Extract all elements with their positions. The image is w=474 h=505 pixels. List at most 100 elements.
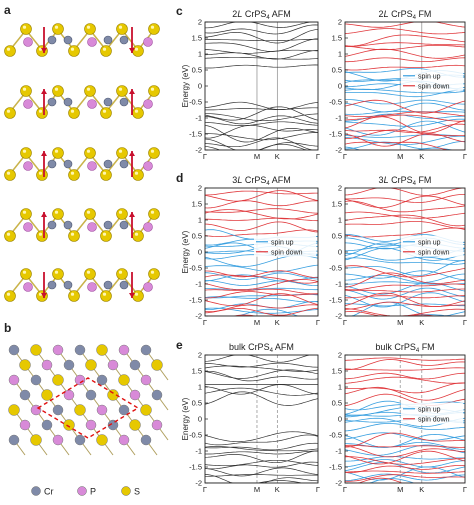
y-tick-label: 1: [338, 383, 342, 392]
y-tick-label: 0.5: [332, 66, 342, 75]
spin-arrow-head: [129, 89, 135, 94]
band-line: [205, 38, 318, 52]
sulfur-atom: [36, 45, 48, 57]
sulfur-atom: [20, 23, 32, 35]
sulfur-atom: [132, 290, 144, 302]
atom-highlight: [86, 87, 91, 91]
sulfur-atom: [20, 85, 32, 97]
band-line-spin-down: [205, 270, 318, 278]
atom-highlight: [134, 232, 139, 236]
y-tick-label: 0.5: [332, 399, 342, 408]
legend-label: spin down: [271, 249, 303, 256]
chromium-atom: [119, 97, 129, 107]
chromium-atom: [47, 97, 57, 107]
y-tick-label: 0: [198, 82, 202, 91]
band-line-spin-down: [205, 304, 318, 313]
band-line: [205, 450, 318, 464]
sulfur-atom: [84, 268, 96, 280]
sulfur-atom: [36, 230, 48, 242]
sulfur-atom: [85, 359, 97, 371]
sulfur-atom: [148, 147, 160, 159]
band-line-spin-down: [205, 190, 318, 196]
phosphorus-atom: [74, 374, 86, 386]
band-line-spin-down: [345, 221, 465, 229]
band-line-spin-up: [345, 110, 465, 115]
x-tick-label: Γ: [203, 318, 207, 327]
chromium-atom: [119, 280, 129, 290]
x-tick-label: Γ: [203, 152, 207, 161]
layer-structure: [4, 208, 160, 242]
chromium-atom: [151, 389, 163, 401]
atom-highlight: [54, 149, 59, 153]
spin-arrow-head: [129, 48, 135, 53]
x-tick-label: K: [419, 152, 424, 161]
band-line-spin-down: [345, 450, 465, 465]
band-line-spin-down: [205, 291, 318, 299]
atom-highlight: [118, 149, 123, 153]
legend-atom-cr: [31, 486, 41, 496]
band-line: [205, 64, 318, 69]
y-tick-label: 0.5: [192, 232, 202, 241]
phosphorus-atom: [23, 37, 33, 47]
y-tick-label: 2: [198, 18, 202, 27]
atom-highlight: [102, 171, 107, 175]
phosphorus-atom: [87, 282, 97, 292]
sulfur-atom: [148, 268, 160, 280]
sulfur-atom: [68, 107, 80, 119]
phosphorus-atom: [143, 282, 153, 292]
band-line-spin-down: [345, 123, 465, 133]
band-line-spin-up: [345, 473, 465, 482]
atom-highlight: [22, 270, 27, 274]
band-line-spin-down: [345, 357, 465, 361]
band-plot: 21.510.50-0.5-1-1.5-2Γ M K Γ2L CrPS4 FMspin…: [329, 9, 467, 161]
band-line: [205, 56, 318, 60]
band-line-spin-up: [345, 444, 465, 456]
legend-label: spin down: [418, 249, 450, 256]
band-line: [205, 115, 318, 125]
unit-cell-outline: [36, 377, 140, 439]
atom-highlight: [6, 109, 11, 113]
panel-a-layer-structures: [4, 23, 160, 302]
band-line: [205, 434, 318, 446]
band-line-spin-down: [205, 217, 318, 222]
atom-highlight: [118, 210, 123, 214]
band-line: [205, 121, 318, 126]
band-line-spin-down: [345, 456, 465, 465]
band-line-spin-down: [345, 272, 465, 288]
band-line: [205, 431, 318, 443]
atom-highlight: [150, 270, 155, 274]
sulfur-atom: [41, 389, 53, 401]
sulfur-atom: [63, 419, 75, 431]
spin-arrow-head: [41, 89, 47, 94]
atom-highlight: [102, 232, 107, 236]
plot-title: bulk CrPS4 AFM: [229, 342, 294, 354]
sulfur-atom: [20, 147, 32, 159]
band-line: [205, 106, 318, 121]
sulfur-atom: [84, 23, 96, 35]
band-line-spin-up: [345, 303, 465, 307]
band-line-spin-up: [345, 433, 465, 448]
band-line-spin-up: [345, 423, 465, 432]
band-line-spin-up: [345, 257, 465, 265]
atom-highlight: [38, 171, 43, 175]
band-line-spin-down: [345, 265, 465, 278]
x-tick-label: M: [397, 152, 403, 161]
band-line: [205, 369, 318, 379]
band-line-spin-down: [345, 477, 465, 483]
chromium-atom: [63, 97, 73, 107]
band-line-spin-down: [205, 209, 318, 220]
band-line-spin-up: [345, 273, 465, 283]
y-tick-label: 1: [198, 50, 202, 59]
band-line-spin-down: [345, 116, 465, 134]
x-tick-label: K: [275, 318, 280, 327]
chromium-atom: [103, 280, 113, 290]
band-line-spin-down: [205, 221, 318, 233]
band-line: [205, 113, 318, 122]
sulfur-atom: [100, 169, 112, 181]
sulfur-atom: [20, 268, 32, 280]
sulfur-atom: [129, 419, 141, 431]
band-line-spin-up: [345, 282, 465, 295]
band-line-spin-down: [345, 57, 465, 63]
sulfur-atom: [148, 85, 160, 97]
